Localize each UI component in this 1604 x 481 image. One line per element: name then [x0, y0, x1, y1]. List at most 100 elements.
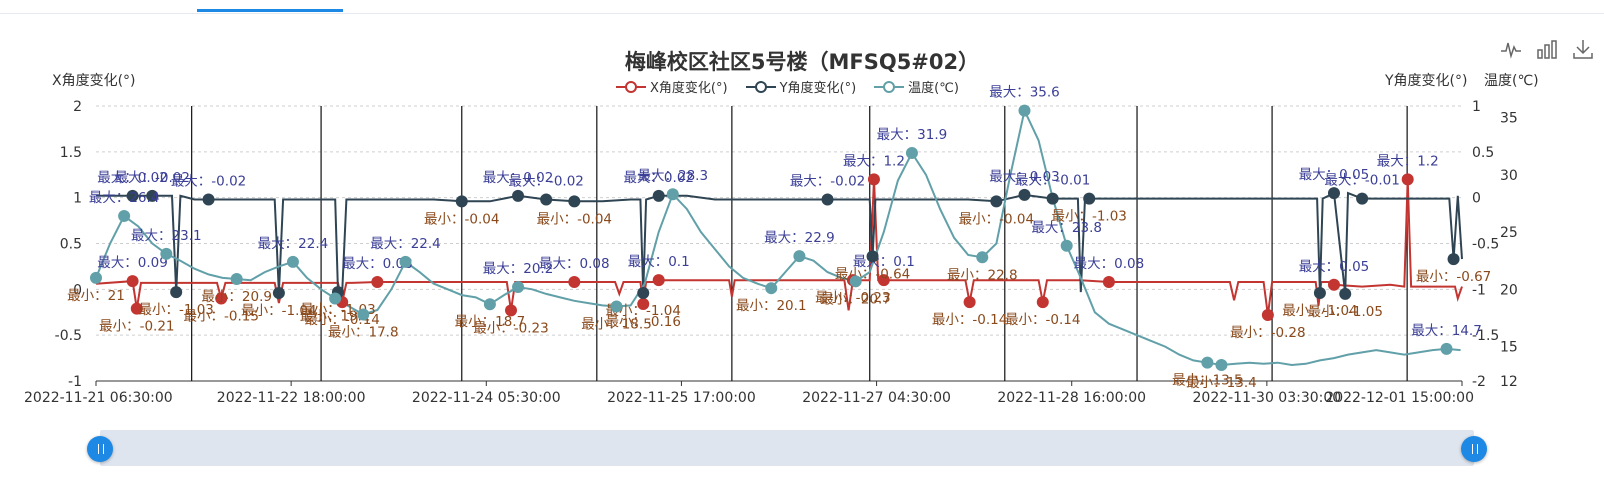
extreme-point [170, 286, 183, 299]
extreme-label: 最小：-1.04 [1282, 303, 1357, 319]
bar-chart-icon[interactable] [1536, 38, 1558, 60]
extreme-label: 最大：-0.02 [115, 170, 190, 186]
extreme-point [765, 282, 778, 295]
y-left-tick-label: -0.5 [55, 328, 82, 344]
extreme-label: 最小：-0.67 [1416, 269, 1491, 285]
extreme-label: 最大：-0.02 [508, 174, 583, 190]
extreme-point [371, 276, 384, 288]
y-axis-left-title: X角度变化(°) [52, 73, 136, 89]
extreme-label: 最大：1.2 [1377, 153, 1439, 169]
extreme-point [399, 255, 412, 268]
extreme-point [512, 281, 525, 294]
extreme-point [540, 193, 553, 206]
extreme-label: 最大：-0.01 [1015, 173, 1090, 189]
extreme-point [877, 274, 890, 287]
extreme-point [1327, 278, 1340, 291]
extreme-label: 最小：-0.04 [424, 211, 499, 227]
extreme-point [1018, 188, 1031, 201]
extreme-label: 最大：0.02 [483, 170, 554, 186]
line-chart-icon[interactable] [1500, 38, 1522, 60]
legend-item-x[interactable]: X角度变化(°) [616, 77, 728, 96]
extreme-label: 最大：0.1 [628, 254, 690, 270]
extreme-label: 最大：0.03 [989, 169, 1060, 185]
y-temp-tick-label: 12 [1500, 374, 1518, 390]
extreme-label: 最大：26.4 [89, 190, 160, 206]
y-right-tick-label: 0 [1472, 191, 1481, 207]
y-right-tick-label: 1 [1472, 99, 1481, 115]
x-tick-label: 2022-11-25 17:00:00 [607, 390, 756, 406]
extreme-point [1201, 356, 1214, 369]
extreme-point [505, 304, 518, 317]
download-icon[interactable] [1572, 38, 1594, 60]
y-left-tick-label: 1.5 [60, 145, 82, 161]
y-left-tick-label: 1 [73, 191, 82, 207]
extreme-point [1313, 287, 1326, 299]
extreme-label: 最小：13.4 [1186, 375, 1257, 391]
extreme-point [821, 193, 834, 206]
extreme-point [1356, 192, 1369, 205]
extreme-label: 最大：1.2 [843, 153, 905, 169]
y-axis-right-title: Y角度变化(°) [1385, 73, 1468, 89]
extreme-label: 最小：-0.28 [1230, 325, 1305, 341]
extreme-point [990, 195, 1003, 208]
extreme-label: 最小：20.7 [820, 291, 891, 307]
data-zoom-slider[interactable] [100, 430, 1474, 466]
y-axis-temp-title: 温度(℃) [1484, 73, 1539, 89]
extreme-point [637, 298, 650, 310]
extreme-label: 最大：-0.01 [1324, 173, 1399, 189]
extreme-label: 最小：-0.21 [99, 319, 174, 335]
chart-title: 梅峰校区社区5号楼（MFSQ5#02） [624, 50, 980, 74]
extreme-point [230, 273, 243, 286]
extreme-label: 最小：-0.23 [473, 320, 548, 336]
series-line-2 [95, 107, 1461, 367]
x-tick-label: 2022-11-28 16:00:00 [997, 390, 1146, 406]
y-temp-tick-label: 30 [1500, 168, 1518, 184]
x-tick-label: 2022-11-21 06:30:00 [24, 390, 173, 406]
extreme-point [867, 173, 880, 186]
extreme-point [568, 195, 581, 208]
zoom-handle-right[interactable] [1461, 436, 1487, 462]
extreme-point [118, 210, 131, 222]
extreme-point [963, 296, 976, 309]
extreme-point [329, 292, 342, 305]
y-left-tick-label: -1 [68, 374, 82, 390]
extreme-point [1215, 358, 1228, 371]
legend-swatch-x [616, 80, 646, 93]
y-right-tick-label: -0.5 [1472, 237, 1499, 253]
extreme-point [666, 188, 679, 201]
extreme-label: 最小：18.5 [581, 317, 652, 333]
extreme-point [1102, 276, 1115, 288]
extreme-point [1327, 187, 1340, 200]
extreme-label: 最小：-0.04 [537, 211, 612, 227]
extreme-label: 最大：0.05 [1299, 259, 1370, 275]
legend-item-temp[interactable]: 温度(℃) [874, 77, 959, 96]
series-line-1 [96, 191, 1463, 295]
extreme-point [1018, 104, 1031, 117]
extreme-point [146, 189, 159, 202]
extreme-label: 最小：-1.05 [1308, 304, 1383, 320]
zoom-handle-left[interactable] [87, 436, 113, 462]
extreme-label: 最大：0.08 [539, 256, 610, 272]
extreme-point [90, 271, 102, 284]
extreme-point [1401, 173, 1414, 186]
extreme-point [130, 302, 143, 315]
extreme-label: 最大：0.02 [97, 170, 168, 186]
extreme-label: 最大：14.7 [1411, 323, 1482, 339]
y-temp-tick-label: 15 [1500, 340, 1518, 356]
extreme-point [568, 276, 581, 288]
extreme-label: 最大：0.08 [1074, 256, 1145, 272]
extreme-point [1339, 287, 1352, 300]
extreme-label: 最小：20.9 [201, 289, 272, 305]
extreme-label: 最大：0.02 [623, 170, 694, 186]
legend-label-temp: 温度(℃) [908, 81, 959, 96]
extreme-point [610, 300, 623, 313]
tab-active-indicator[interactable] [197, 9, 343, 12]
extreme-label: 最大：22.9 [764, 230, 835, 246]
y-left-tick-label: 0 [73, 282, 82, 298]
legend-label-x: X角度变化(°) [650, 81, 728, 96]
extreme-label: 最小：-1.03 [1051, 209, 1126, 225]
extreme-label: 最小：18.7 [455, 314, 526, 330]
legend-item-y[interactable]: Y角度变化(°) [745, 77, 856, 96]
extreme-label: 最大：22.4 [370, 236, 441, 252]
